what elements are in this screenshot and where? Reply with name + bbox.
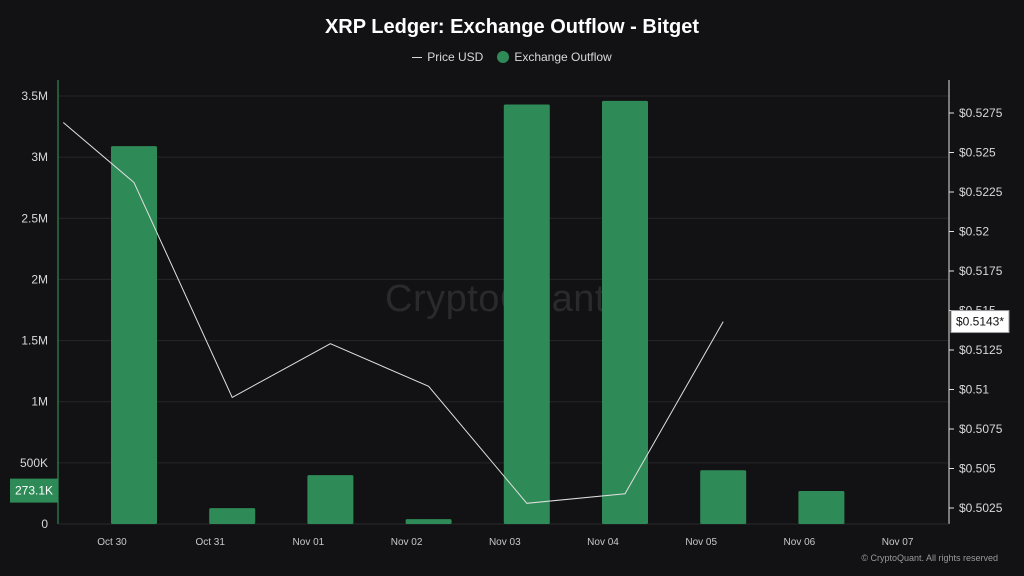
left-value-badge (10, 478, 58, 503)
left-tick-label: 0 (41, 517, 48, 531)
x-tick-label: Oct 31 (195, 537, 225, 548)
right-tick-label: $0.5275 (959, 106, 1003, 120)
legend-label-price: Price USD (427, 50, 484, 64)
legend-item-outflow[interactable]: Exchange Outflow (497, 50, 612, 64)
chart-legend: Price USD Exchange Outflow (0, 50, 1024, 64)
x-tick-label: Nov 02 (391, 537, 423, 548)
copyright-notice: © CryptoQuant. All rights reserved (861, 553, 998, 563)
left-tick-label: 3.5M (21, 89, 48, 103)
legend-item-price[interactable]: Price USD (412, 50, 483, 64)
left-tick-label: 2.5M (21, 211, 48, 225)
right-tick-label: $0.525 (959, 146, 996, 160)
right-tick-label: $0.505 (959, 462, 996, 476)
x-tick-label: Nov 05 (685, 537, 717, 548)
right-value-badge (950, 310, 1010, 334)
x-tick-label: Nov 07 (882, 537, 914, 548)
right-tick-label: $0.51 (959, 383, 989, 397)
right-tick-label: $0.5025 (959, 501, 1003, 515)
bar-outflow (307, 475, 354, 524)
right-tick-label: $0.5125 (959, 343, 1003, 357)
chart-title: XRP Ledger: Exchange Outflow - Bitget (324, 16, 700, 38)
bar-outflow (602, 100, 648, 525)
x-tick-label: Nov 04 (587, 537, 619, 548)
right-tick-label: $0.52 (959, 225, 989, 239)
right-value-badge-label: $0.5143* (956, 315, 1004, 329)
bar-outflow (798, 490, 845, 524)
watermark: CryptoQuant (385, 278, 606, 320)
right-tick-label: $0.5075 (959, 422, 1003, 436)
left-tick-label: 500K (20, 456, 48, 470)
left-tick-label: 3M (31, 150, 48, 164)
right-tick-label: $0.5175 (959, 264, 1003, 278)
bar-outflow (111, 146, 157, 524)
x-tick-label: Oct 30 (97, 537, 127, 548)
legend-label-outflow: Exchange Outflow (514, 50, 612, 64)
line-marker-icon (412, 56, 423, 58)
left-tick-label: 1M (31, 395, 48, 409)
price-line (62, 122, 724, 504)
x-tick-label: Nov 03 (489, 537, 521, 548)
x-tick-label: Nov 06 (784, 537, 816, 548)
left-value-badge-label: 273.1K (15, 484, 53, 498)
right-tick-label: $0.5225 (959, 185, 1003, 199)
bar-outflow (209, 508, 256, 524)
x-tick-label: Nov 01 (293, 537, 325, 548)
circle-marker-icon (497, 51, 510, 63)
left-tick-label: 2M (31, 272, 48, 286)
bar-outflow (503, 104, 550, 524)
bar-outflow (700, 470, 747, 524)
left-tick-label: 1.5M (21, 334, 48, 348)
bar-outflow (405, 519, 452, 524)
